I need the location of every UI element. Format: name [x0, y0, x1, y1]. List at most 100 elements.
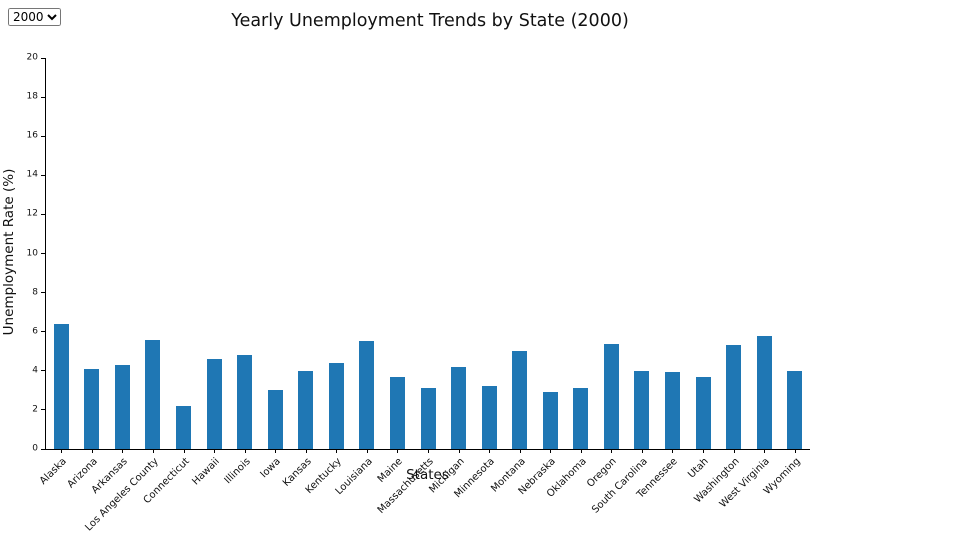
- bar: [512, 351, 528, 449]
- x-tick-mark: [611, 449, 613, 453]
- y-tick-mark: [41, 57, 46, 59]
- bar-slot: [535, 58, 566, 449]
- bar: [84, 368, 100, 449]
- bar-slot: [260, 58, 291, 449]
- x-tick-mark: [336, 449, 338, 453]
- x-tick-mark: [794, 449, 796, 453]
- bar-slot: [352, 58, 383, 449]
- bar-slot: [321, 58, 352, 449]
- bar: [328, 362, 344, 449]
- x-tick-mark: [275, 449, 277, 453]
- x-tick-mark: [672, 449, 674, 453]
- y-tick-mark: [41, 292, 46, 294]
- x-tick-mark: [733, 449, 735, 453]
- bar: [634, 370, 650, 449]
- x-tick-mark: [61, 449, 63, 453]
- bar-slot: [474, 58, 505, 449]
- bar: [145, 339, 161, 449]
- bar-slot: [718, 58, 749, 449]
- bar: [481, 386, 497, 449]
- x-tick-mark: [91, 449, 93, 453]
- chart-title: Yearly Unemployment Trends by State (200…: [231, 11, 629, 31]
- y-tick-label: 8: [32, 287, 38, 298]
- y-tick-label: 18: [26, 91, 38, 102]
- x-tick-label: Massachusetts: [375, 456, 436, 517]
- bar: [603, 344, 619, 449]
- bar-slot: [596, 58, 627, 449]
- bar: [542, 392, 558, 449]
- bar-slot: [138, 58, 169, 449]
- bar-slot: [627, 58, 658, 449]
- bar-slot: [504, 58, 535, 449]
- bar: [695, 376, 711, 449]
- x-tick-mark: [397, 449, 399, 453]
- bar: [114, 364, 130, 449]
- bar-slot: [77, 58, 108, 449]
- bar: [267, 390, 283, 449]
- x-tick-mark: [519, 449, 521, 453]
- bar: [573, 388, 589, 449]
- x-tick-mark: [703, 449, 705, 453]
- y-tick-mark: [41, 370, 46, 372]
- bar: [389, 376, 405, 449]
- y-tick-label: 2: [32, 404, 38, 415]
- y-tick-mark: [41, 96, 46, 98]
- bar: [176, 406, 192, 449]
- bar-slot: [413, 58, 444, 449]
- bar: [237, 355, 253, 449]
- year-select[interactable]: 2000: [8, 8, 61, 26]
- x-tick-mark: [214, 449, 216, 453]
- x-tick-mark: [641, 449, 643, 453]
- y-tick-label: 4: [32, 365, 38, 376]
- y-tick-label: 14: [26, 169, 38, 180]
- bar: [665, 371, 681, 449]
- y-tick-mark: [41, 409, 46, 411]
- x-tick-mark: [580, 449, 582, 453]
- bar-slot: [199, 58, 230, 449]
- x-axis-label: States: [406, 467, 449, 483]
- plot-area: 0 2 4 6 8 10 12 14 16 18 20 Alaska Arizona Arkansas L…: [27, 53, 810, 533]
- bar-slot: [382, 58, 413, 449]
- y-tick-label: 20: [26, 52, 38, 63]
- y-tick-mark: [41, 253, 46, 254]
- bar-slot: [46, 58, 77, 449]
- y-tick-label: 0: [32, 443, 38, 454]
- bar-slot: [443, 58, 474, 449]
- bar-slot: [657, 58, 688, 449]
- bar-slot: [168, 58, 199, 449]
- x-tick-mark: [152, 449, 154, 453]
- y-tick-label: 16: [26, 130, 38, 141]
- x-tick-mark: [489, 449, 491, 453]
- bar: [298, 370, 314, 449]
- bar: [53, 323, 69, 449]
- y-tick-label: 10: [26, 248, 38, 258]
- bar: [451, 366, 467, 449]
- y-tick-mark: [41, 448, 46, 450]
- x-tick-mark: [428, 449, 429, 453]
- bar: [420, 388, 436, 449]
- x-tick-mark: [458, 449, 460, 453]
- bar: [206, 359, 222, 449]
- y-tick-mark: [41, 213, 46, 215]
- x-tick-mark: [550, 449, 552, 453]
- x-tick-mark: [183, 449, 185, 453]
- bar-slot: [780, 58, 811, 449]
- bar-slot: [291, 58, 322, 449]
- bar-slot: [229, 58, 260, 449]
- x-tick-mark: [244, 449, 246, 453]
- x-tick-mark: [764, 449, 766, 453]
- bar-slot: [688, 58, 719, 449]
- y-tick-mark: [41, 135, 46, 137]
- bar: [359, 341, 375, 449]
- bar-slot: [749, 58, 780, 449]
- y-tick-mark: [41, 174, 46, 176]
- bar-slot: [107, 58, 138, 449]
- x-tick-mark: [122, 449, 124, 453]
- bar: [756, 335, 772, 449]
- x-tick-mark: [366, 449, 368, 453]
- y-tick-label: 12: [26, 208, 38, 219]
- bar-slot: [566, 58, 597, 449]
- bar: [726, 345, 742, 449]
- bars-layer: [46, 58, 810, 449]
- y-tick-mark: [41, 331, 46, 333]
